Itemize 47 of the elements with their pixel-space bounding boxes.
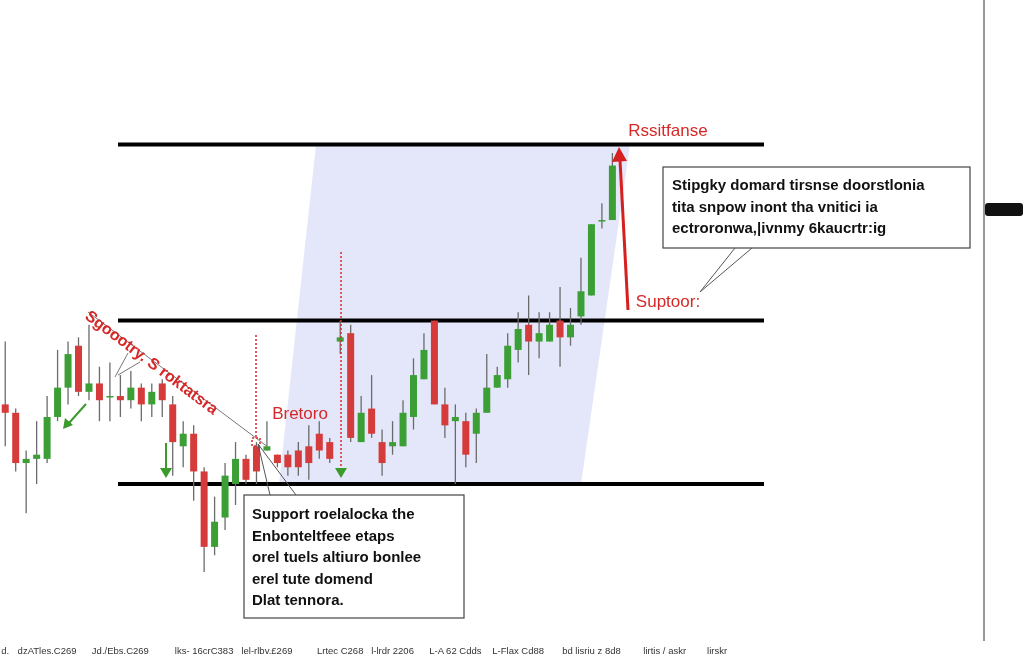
candlestick (22, 449, 30, 514)
candlestick (514, 311, 522, 364)
candlestick (451, 403, 459, 485)
candlestick (441, 386, 449, 439)
candlestick (137, 382, 145, 422)
x-tick-label: Lrtec C268 (316, 645, 364, 656)
candlestick (525, 294, 533, 376)
candlestick (284, 449, 292, 477)
candlestick (378, 428, 386, 477)
candlestick (1, 340, 9, 447)
x-tick-label: lirskr (707, 645, 728, 656)
candlestick (472, 407, 480, 464)
x-tick-label: l-lrdr 2206 (371, 645, 414, 656)
candlestick (305, 424, 313, 481)
x-tick-label: L-A 62 Cdds (429, 645, 482, 656)
candlestick (179, 420, 187, 468)
candlestick (315, 420, 323, 460)
ref-line-label: Suptoor: (635, 292, 701, 311)
x-tick-label: lks- 16crC383 (174, 645, 234, 656)
candlestick (535, 311, 543, 359)
candlestick (389, 420, 397, 456)
x-tick-label: Jd./Ebs.C269 (91, 645, 149, 656)
x-tick-label: lirtis / askr (643, 645, 687, 656)
candlestick (567, 307, 575, 347)
candlestick (116, 374, 124, 418)
candlestick (33, 420, 41, 485)
annotation: Bretoro (272, 404, 328, 423)
candlestick (336, 319, 344, 355)
candlestick (106, 361, 114, 422)
candlestick (95, 366, 103, 422)
annotation: Support roelalocka the Enbonteltfeee etaps orel tuels altiuro bonlee erel tute domend Dlat tennora. (252, 505, 422, 608)
x-tick-label: L-Flax Cd88 (492, 645, 545, 656)
candlestick (294, 441, 302, 477)
candlestick (326, 437, 334, 464)
x-tick-label: d. (1, 645, 10, 656)
candlestick (598, 202, 606, 230)
x-tick-label: bd lisriu z 8d8 (562, 645, 621, 656)
candlestick (242, 454, 250, 485)
ref-line-label: Rssitfanse (628, 121, 708, 140)
candlestick (148, 382, 156, 418)
x-tick-label: lel-rlbv.£269 (241, 645, 293, 656)
annotation: Stipgky domard tirsnse doorstlonia tita snpow inont tha vnitici ia ectroronwa,|ivnmy 6kaucrtr:ig (672, 176, 926, 236)
x-tick-label: dzATles.C269 (17, 645, 77, 656)
candlestick (556, 286, 564, 368)
candlestick (127, 370, 135, 410)
candlestick (546, 311, 554, 343)
candlestick (493, 366, 501, 389)
